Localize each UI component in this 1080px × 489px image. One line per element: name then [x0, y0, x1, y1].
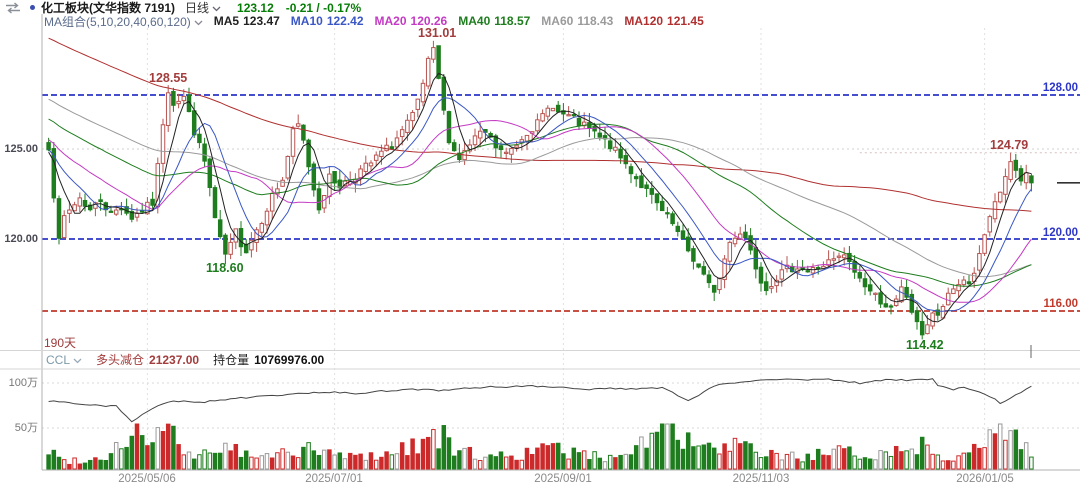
oi-axis-label-100w: 100万 [8, 377, 38, 389]
price-change: -0.21 / -0.17% [285, 0, 362, 15]
x-axis-date-2: 2025/07/01 [305, 473, 363, 485]
ccl-indicator-bar: CCL 多头减仓 21237.00 持仓量 10769976.00 [46, 352, 325, 368]
ma-values-bar: MA组合(5,10,20,40,60,120) MA5 123.47 MA10 12… [44, 13, 704, 30]
instrument-title: 化工板块(文华指数 7191) [41, 1, 176, 15]
y-axis-label-125: 125.00 [4, 143, 38, 155]
ma60-value: MA60 118.43 [541, 14, 614, 28]
swing-low-label-11860: 118.60 [206, 261, 244, 275]
x-axis-date-4: 2025/11/03 [732, 473, 790, 485]
position-change-value: 21237.00 [149, 352, 200, 367]
chevron-down-icon [73, 353, 82, 367]
days-range-label: 190天 [44, 336, 77, 350]
open-interest-label: 持仓量 [213, 353, 250, 367]
y-axis-label-120-left: 120.00 [4, 233, 38, 245]
x-axis-date-5: 2026/01/05 [956, 473, 1014, 485]
ma10-value: MA10 122.42 [290, 14, 364, 28]
instrument-bullet-icon [30, 5, 35, 10]
level-label-116: 116.00 [1043, 298, 1078, 310]
ma40-value: MA40 118.57 [458, 14, 531, 28]
ccl-selector[interactable]: CCL [46, 353, 82, 367]
chevron-down-icon [212, 1, 221, 15]
ma20-value: MA20 120.26 [374, 14, 448, 28]
oi-axis-label-50w: 50万 [14, 422, 38, 434]
window-swap-icon[interactable] [4, 1, 22, 14]
ma120-value: MA120 121.45 [624, 14, 704, 28]
swing-high-label-12479: 124.79 [990, 138, 1029, 152]
period-high-label-13101: 131.01 [418, 26, 457, 40]
chevron-down-icon [194, 15, 203, 29]
period-low-label-11442: 114.42 [906, 338, 944, 352]
swing-high-label-12855: 128.55 [149, 71, 188, 85]
open-interest-value: 10769976.00 [254, 352, 325, 367]
ma5-value: MA5 123.47 [213, 14, 280, 28]
instrument-header: 化工板块(文华指数 7191) 日线 123.12 -0.21 / -0.17% [0, 0, 1080, 15]
position-change-label: 多头减仓 [96, 353, 145, 367]
last-price: 123.12 [237, 0, 274, 15]
ma-group-selector[interactable]: MA组合(5,10,20,40,60,120) [44, 13, 203, 30]
x-axis-date-3: 2025/09/01 [534, 473, 592, 485]
level-label-120: 120.00 [1042, 227, 1078, 239]
level-label-128: 128.00 [1042, 82, 1078, 94]
period-selector[interactable]: 日线 [185, 0, 221, 16]
x-axis-date-1: 2025/05/06 [118, 473, 176, 485]
